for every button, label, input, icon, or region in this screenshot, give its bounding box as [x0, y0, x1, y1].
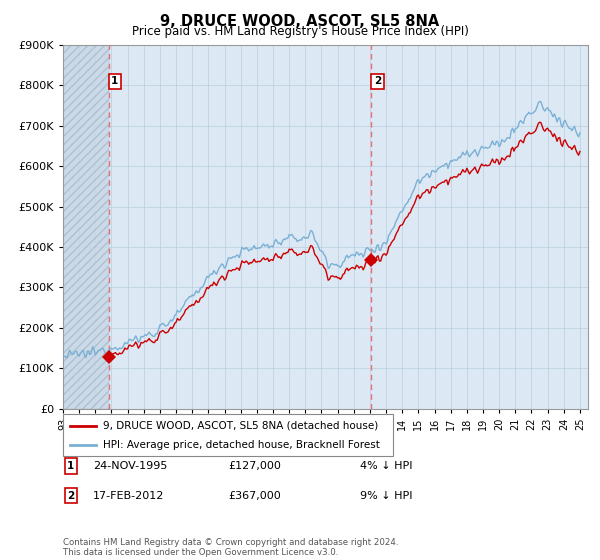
Text: HPI: Average price, detached house, Bracknell Forest: HPI: Average price, detached house, Brac… [103, 440, 379, 450]
Text: £367,000: £367,000 [228, 491, 281, 501]
Text: 4% ↓ HPI: 4% ↓ HPI [360, 461, 413, 471]
Text: 9, DRUCE WOOD, ASCOT, SL5 8NA: 9, DRUCE WOOD, ASCOT, SL5 8NA [160, 14, 440, 29]
Text: Contains HM Land Registry data © Crown copyright and database right 2024.
This d: Contains HM Land Registry data © Crown c… [63, 538, 398, 557]
Text: 2: 2 [67, 491, 74, 501]
Text: £127,000: £127,000 [228, 461, 281, 471]
Text: 9, DRUCE WOOD, ASCOT, SL5 8NA (detached house): 9, DRUCE WOOD, ASCOT, SL5 8NA (detached … [103, 421, 378, 431]
Text: 9% ↓ HPI: 9% ↓ HPI [360, 491, 413, 501]
FancyBboxPatch shape [63, 414, 393, 456]
Text: 24-NOV-1995: 24-NOV-1995 [93, 461, 167, 471]
Text: 17-FEB-2012: 17-FEB-2012 [93, 491, 164, 501]
Bar [63, 45, 109, 409]
Text: 1: 1 [67, 461, 74, 471]
Text: 1: 1 [111, 76, 118, 86]
Text: Price paid vs. HM Land Registry's House Price Index (HPI): Price paid vs. HM Land Registry's House … [131, 25, 469, 38]
Text: 2: 2 [374, 76, 381, 86]
